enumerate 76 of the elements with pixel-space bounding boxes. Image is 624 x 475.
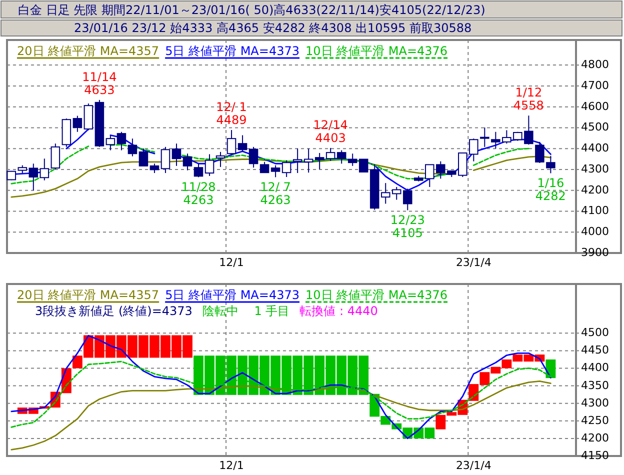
- y-tick-label: 4450: [581, 344, 609, 357]
- y-tick-label: 4700: [581, 78, 609, 92]
- candlestick: [392, 186, 402, 200]
- text: 10日 終値平滑 MA=4376: [305, 44, 448, 58]
- candlestick: [28, 163, 38, 191]
- candlestick: [226, 130, 236, 156]
- candlestick: [150, 163, 160, 174]
- candlestick: [160, 146, 170, 174]
- candlestick: [358, 158, 368, 172]
- candlestick: [106, 134, 116, 151]
- y-tick-label: 4250: [581, 414, 609, 427]
- text: 5日 終値平滑 MA=4373: [165, 44, 300, 58]
- x-tick-label: 23/1/4: [456, 459, 492, 472]
- line-series: [10, 334, 552, 440]
- candlestick: [326, 147, 336, 162]
- y-tick-label: 4100: [581, 204, 609, 218]
- candlestick: [402, 188, 412, 211]
- text: 20日 終値平滑 MA=4357: [17, 44, 160, 58]
- annotation: 12/23 4105: [390, 213, 425, 240]
- text: 10日 終値平滑 MA=4376: [305, 288, 448, 302]
- y-tick-label: 4000: [581, 225, 609, 238]
- candlestick: [260, 161, 270, 174]
- candlestick: [480, 126, 490, 148]
- candlestick: [248, 146, 258, 168]
- annotation: 転換値 : 4440: [300, 304, 378, 318]
- y-tick-label: 4500: [581, 326, 609, 340]
- y-tick-label: 4300: [581, 396, 609, 410]
- candlestick: [116, 131, 126, 151]
- candlestick: [182, 153, 192, 171]
- y-tick-label: 3900: [581, 246, 609, 260]
- candlestick: [292, 148, 302, 174]
- annotation: 12/ 1 4489: [216, 100, 247, 128]
- candlestick: [138, 148, 148, 166]
- text: 5日 終値平滑 MA=4373: [165, 288, 300, 302]
- annotation: 1/12 4558: [513, 86, 544, 113]
- candlestick: [40, 158, 50, 181]
- candlestick: [270, 164, 280, 178]
- annotation: 1/16 4282: [535, 176, 566, 204]
- x-tick-label: 23/1/4: [456, 256, 492, 269]
- line-series: [10, 380, 552, 450]
- y-tick-label: 4600: [581, 100, 609, 113]
- candlestick: [238, 134, 248, 152]
- x-tick-label: 12/1: [219, 459, 244, 472]
- y-tick-label: 4200: [581, 431, 609, 444]
- annotation: 11/14 4633: [82, 70, 117, 97]
- candlestick: [380, 182, 390, 204]
- candlestick: [304, 148, 314, 174]
- chart-subtitle: 23/01/16 23/12 始4333 高4365 安4282 終4308 出10595 前取30588: [74, 21, 472, 35]
- candlestick: [336, 150, 346, 164]
- annotation: 陰転中 1 手目: [202, 304, 290, 318]
- candlestick: [50, 143, 60, 170]
- annotation: 11/28 4263: [181, 180, 216, 208]
- candlestick: [128, 138, 138, 157]
- candlestick: [216, 151, 226, 168]
- candlestick: [204, 154, 214, 176]
- candlestick: [348, 153, 358, 166]
- y-tick-label: 4400: [581, 142, 609, 155]
- y-tick-label: 4800: [581, 58, 609, 72]
- candlestick: [314, 152, 324, 170]
- candlestick: [194, 163, 204, 178]
- candlestick: [172, 143, 182, 166]
- y-tick-label: 4500: [581, 120, 609, 134]
- text: 20日 終値平滑 MA=4357: [17, 288, 160, 302]
- y-tick-label: 4150: [581, 449, 609, 462]
- y-tick-label: 4200: [581, 183, 609, 196]
- y-tick-label: 4400: [581, 361, 609, 374]
- y-tick-label: 4300: [581, 162, 609, 176]
- annotation: 12/ 7 4263: [260, 180, 291, 208]
- candlestick: [84, 102, 94, 131]
- candlestick: [282, 160, 292, 178]
- annotation: 12/14 4403: [313, 118, 348, 145]
- y-tick-label: 4350: [581, 378, 609, 392]
- chart-title: 白金 日足 先限 期間22/11/01～23/01/16( 50)高4633(22/11/14)安4105(22/12/23): [18, 3, 486, 17]
- x-tick-label: 12/1: [219, 256, 244, 269]
- annotation: 3段抜き新値足 (終値)=4373: [35, 304, 192, 318]
- candlestick: [72, 115, 82, 132]
